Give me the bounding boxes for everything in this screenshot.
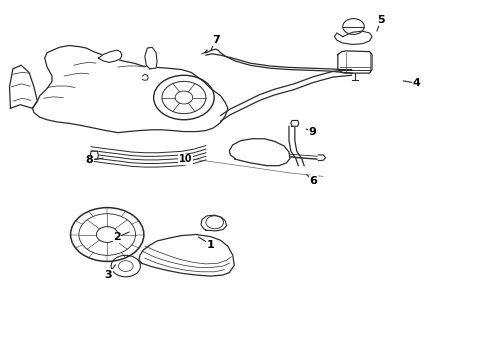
Text: 7: 7 bbox=[212, 35, 220, 45]
Polygon shape bbox=[229, 139, 290, 166]
Polygon shape bbox=[291, 121, 299, 126]
Polygon shape bbox=[139, 234, 234, 276]
Polygon shape bbox=[98, 50, 122, 62]
Polygon shape bbox=[9, 65, 37, 108]
Polygon shape bbox=[32, 45, 228, 133]
Text: 5: 5 bbox=[377, 15, 385, 26]
Text: 1: 1 bbox=[207, 239, 215, 249]
Text: 6: 6 bbox=[310, 176, 318, 186]
Polygon shape bbox=[338, 51, 372, 73]
Polygon shape bbox=[145, 47, 157, 69]
Text: 4: 4 bbox=[412, 78, 420, 88]
Text: 10: 10 bbox=[179, 154, 192, 164]
Polygon shape bbox=[334, 31, 372, 44]
Text: 3: 3 bbox=[104, 270, 112, 280]
Polygon shape bbox=[318, 155, 326, 161]
Text: 2: 2 bbox=[113, 232, 121, 242]
Polygon shape bbox=[143, 74, 148, 80]
Polygon shape bbox=[90, 151, 98, 159]
Polygon shape bbox=[201, 215, 226, 231]
Text: 9: 9 bbox=[309, 127, 317, 136]
Text: 8: 8 bbox=[86, 155, 94, 165]
